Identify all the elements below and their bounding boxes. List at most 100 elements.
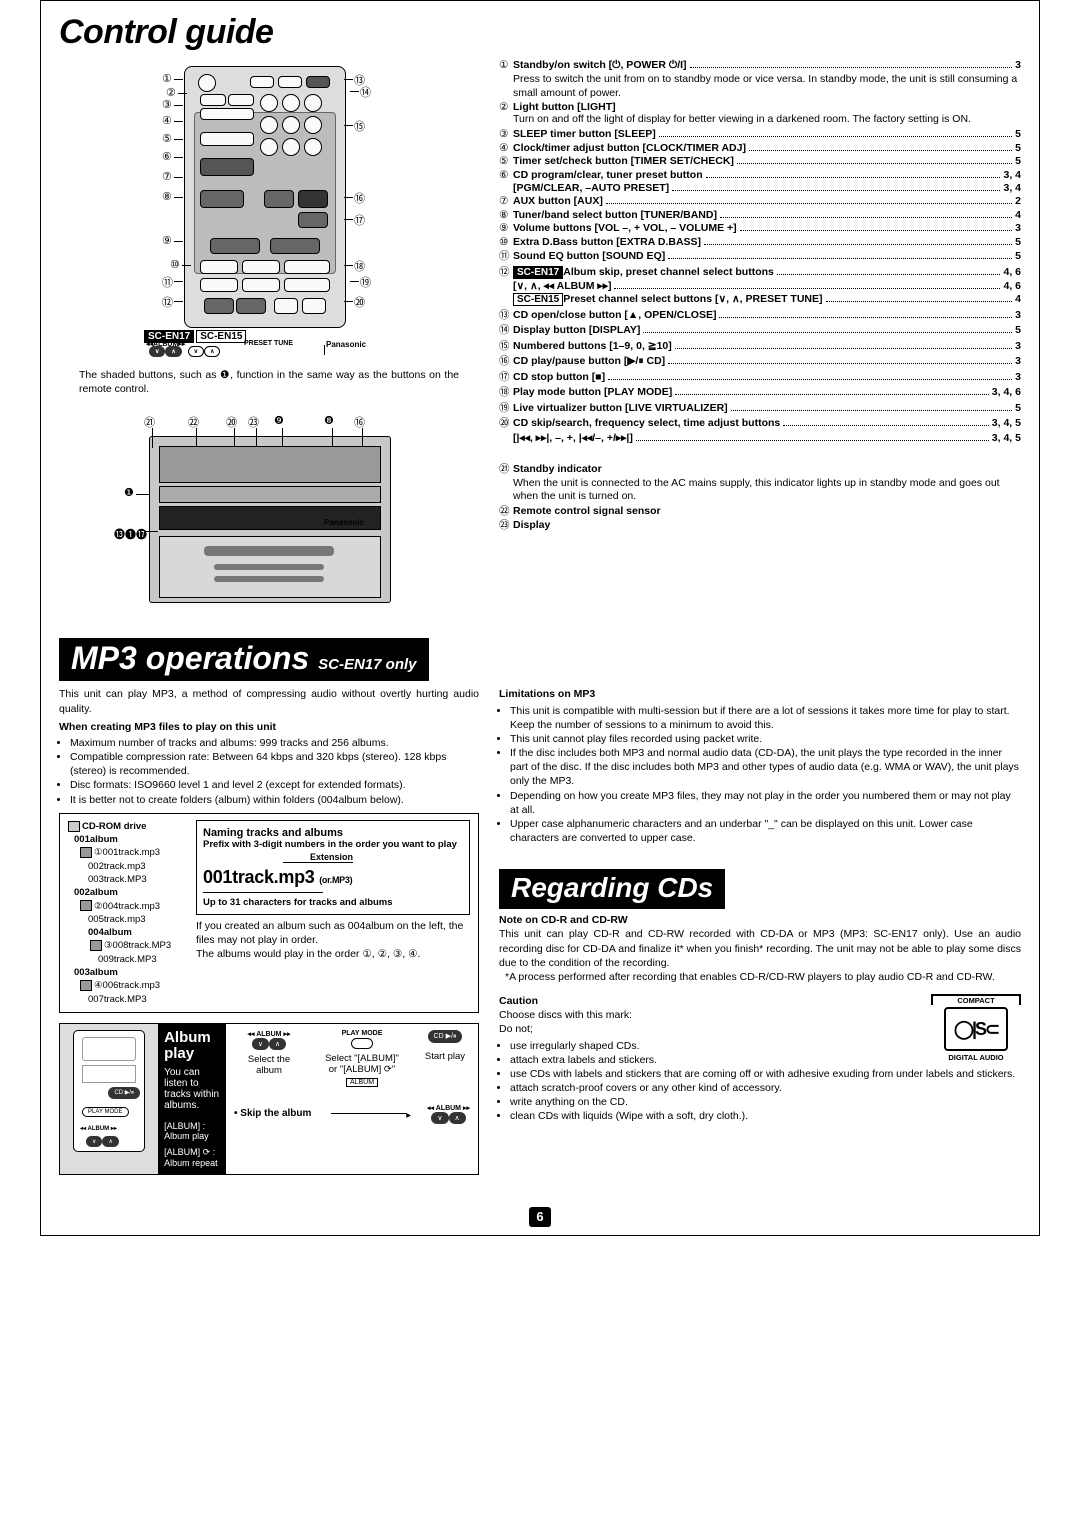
toc-line: ⑩Extra D.Bass button [EXTRA D.BASS]5 <box>499 235 1021 248</box>
tree-a1: 001album <box>74 834 118 845</box>
tree-t8: 008track.MP3 <box>113 940 172 951</box>
naming-title: Naming tracks and albums <box>203 827 463 839</box>
toc-line: ④Clock/timer adjust button [CLOCK/TIMER … <box>499 141 1021 154</box>
mini-playmode: PLAY MODE <box>82 1107 128 1117</box>
tree-left: CD-ROM drive 001album ①001track.mp3 002t… <box>68 820 188 1006</box>
lower-toc-line: ㉒Remote control signal sensor <box>499 504 1021 518</box>
toc-extra: SC-EN15 Preset channel select buttons [∨… <box>499 293 1021 307</box>
tree-a3: 003album <box>74 967 118 978</box>
album-left: CD ▶/⏸ PLAY MODE ◂◂ ALBUM ▸▸ ∨∧ <box>60 1024 159 1174</box>
toc-line: ⑳CD skip/search, frequency select, time … <box>499 415 1021 430</box>
manual-page: Control guide <box>40 0 1040 1236</box>
label-preset-btns: PRESET TUNE <box>244 340 293 347</box>
brand-label: Panasonic <box>326 340 366 349</box>
limits-list: This unit is compatible with multi-sessi… <box>499 704 1021 846</box>
album-ar: [ALBUM] ⟳ : Album repeat <box>164 1147 221 1168</box>
callout-8: ❽ <box>324 414 334 427</box>
mp3-right: Limitations on MP3 This unit is compatib… <box>499 687 1021 1175</box>
toc-line: ⑬CD open/close button [▲, OPEN/CLOSE]3 <box>499 307 1021 322</box>
toc-line: ⑯CD play/pause button [▶/⏸ CD]3 <box>499 353 1021 368</box>
callout-16: ⑯ <box>354 414 365 430</box>
toc-line: ⑰CD stop button [■]3 <box>499 369 1021 384</box>
tree-note2: The albums would play in the order ①, ②,… <box>196 948 420 960</box>
toc-line: ②Light button [LIGHT] <box>499 101 1021 113</box>
mp3-intro: This unit can play MP3, a method of comp… <box>59 687 479 715</box>
album-title: Album play <box>164 1030 221 1063</box>
page-number: 6 <box>529 1207 551 1227</box>
list-item: Maximum number of tracks and albums: 999… <box>70 736 479 750</box>
tree-note1: If you created an album such as 004album… <box>196 920 463 946</box>
section-mp3-ops: MP3 operations SC-EN17 only <box>59 638 429 681</box>
album-ap: [ALBUM] : Album play <box>164 1121 221 1141</box>
mp3-subtitle: SC-EN17 only <box>318 656 416 673</box>
list-item: write anything on the CD. <box>510 1095 1021 1109</box>
naming-big: 001track.mp3 <box>203 867 314 887</box>
list-item: This unit cannot play files recorded usi… <box>510 732 1021 746</box>
toc-subline: [|◂◂, ▸▸|, –, +, |◂◂/–, +/▸▸|]3, 4, 5 <box>499 431 1021 444</box>
toc-line: ⑥CD program/clear, tuner preset button3,… <box>499 168 1021 181</box>
naming-line1: Prefix with 3-digit numbers in the order… <box>203 839 463 850</box>
cd-note-star: *A process performed after recording tha… <box>499 970 1021 984</box>
section-regarding-cds: Regarding CDs <box>499 869 725 909</box>
cd-logo-top: COMPACT <box>931 994 1021 1005</box>
unit-diagram: Panasonic ㉑ ㉒ ⑳ ㉓ ❾ ❽ ⑯ ❶ ⓭❶⓱ <box>104 406 434 626</box>
tree-a4: 004album <box>88 927 132 938</box>
album-mid: Album play You can listen to tracks with… <box>159 1024 226 1174</box>
ar-btn-album: ◂◂ ALBUM ▸▸ <box>234 1030 304 1038</box>
ar-sel-mode: Select "[ALBUM]" or "[ALBUM] ⟳" <box>322 1053 402 1075</box>
section-control-guide: Control guide <box>59 13 1021 52</box>
callout-1: ❶ <box>124 486 134 499</box>
tree-t2: 002track.mp3 <box>88 861 146 872</box>
list-item: If the disc includes both MP3 and normal… <box>510 746 1021 789</box>
tree-t9: 009track.MP3 <box>98 954 157 965</box>
cd-logo: COMPACT ◯|S⊂ DIGITAL AUDIO <box>931 994 1021 1062</box>
list-item: Upper case alphanumeric characters and a… <box>510 817 1021 845</box>
toc-line: ①Standby/on switch [⏻, POWER ⏻/I]3 <box>499 59 1021 73</box>
album-play-box: CD ▶/⏸ PLAY MODE ◂◂ ALBUM ▸▸ ∨∧ Album pl… <box>59 1023 479 1175</box>
toc-sub: Turn on and off the light of display for… <box>499 113 1021 127</box>
list-item: Depending on how you create MP3 files, t… <box>510 789 1021 817</box>
tree-t4: 004track.mp3 <box>103 901 161 912</box>
tree-right: Naming tracks and albums Prefix with 3-d… <box>196 820 470 1006</box>
mp3-left: This unit can play MP3, a method of comp… <box>59 687 479 1175</box>
control-guide-columns: ① ② ③ ④ ⑤ ⑥ ⑦ ⑧ ⑨ ⑩ ⑪ ⑫ ⑬ ⑭ ⑮ ⑯ ⑰ ⑱ ⑲ ⑳ <box>59 58 1021 626</box>
toc-sub: Press to switch the unit from on to stan… <box>499 73 1021 100</box>
badge-sc-en15: SC-EN15 <box>196 330 246 343</box>
callout-21: ㉑ <box>144 414 155 430</box>
ar-btn-play: PLAY MODE <box>322 1030 402 1037</box>
toc-line: ⑭Display button [DISPLAY]5 <box>499 322 1021 337</box>
naming-line2: Up to 31 characters for tracks and album… <box>203 897 463 908</box>
tree-t6: 006track.mp3 <box>103 980 161 991</box>
toc-line: ⑨Volume buttons [VOL –, + VOL, – VOLUME … <box>499 221 1021 234</box>
unit-brand: Panasonic <box>324 518 364 527</box>
album-youcan: You can listen to tracks within albums. <box>164 1067 221 1111</box>
toc-line: ⑮Numbered buttons [1–9, 0, ≧10]3 <box>499 338 1021 353</box>
lower-toc-line: ㉓Display <box>499 518 1021 532</box>
list-item: use CDs with labels and stickers that ar… <box>510 1067 1021 1081</box>
callout-23: ㉓ <box>248 414 259 430</box>
ar-sel-album: Select the album <box>234 1054 304 1076</box>
toc-line: ⑪Sound EQ button [SOUND EQ]5 <box>499 248 1021 263</box>
remote-note: The shaded buttons, such as ❶, function … <box>59 368 479 396</box>
callout-13-17: ⓭❶⓱ <box>114 526 147 542</box>
album-right: ◂◂ ALBUM ▸▸ ∨∧ Select the album PLAY MOD… <box>226 1024 478 1174</box>
cd-logo-bottom: DIGITAL AUDIO <box>931 1053 1021 1062</box>
list-item: It is better not to create folders (albu… <box>70 793 479 807</box>
tree-t3: 003track.MP3 <box>88 874 147 885</box>
tree-box: CD-ROM drive 001album ①001track.mp3 002t… <box>59 813 479 1013</box>
naming-alt: (or.MP3) <box>319 875 352 885</box>
toc-line: ⑧Tuner/band select button [TUNER/BAND]4 <box>499 208 1021 221</box>
ar-start: Start play <box>420 1051 470 1062</box>
toc-line: ⑦AUX button [AUX]2 <box>499 194 1021 207</box>
ar-skip-album: ◂◂ ALBUM ▸▸ <box>427 1104 470 1112</box>
tree-a2: 002album <box>74 887 118 898</box>
mini-cd-btn: CD ▶/⏸ <box>108 1087 140 1099</box>
column-right: ①Standby/on switch [⏻, POWER ⏻/I]3Press … <box>499 58 1021 626</box>
tree-t7: 007track.MP3 <box>88 994 147 1005</box>
column-left: ① ② ③ ④ ⑤ ⑥ ⑦ ⑧ ⑨ ⑩ ⑪ ⑫ ⑬ ⑭ ⑮ ⑯ ⑰ ⑱ ⑲ ⑳ <box>59 58 479 626</box>
tree-t1: 001track.mp3 <box>103 847 161 858</box>
toc-subline: [∨, ∧, ◂◂ ALBUM ▸▸]4, 6 <box>499 279 1021 292</box>
limits-title: Limitations on MP3 <box>499 687 1021 701</box>
ar-skip: • Skip the album <box>234 1108 311 1119</box>
toc-line: ③SLEEP timer button [SLEEP]5 <box>499 127 1021 140</box>
